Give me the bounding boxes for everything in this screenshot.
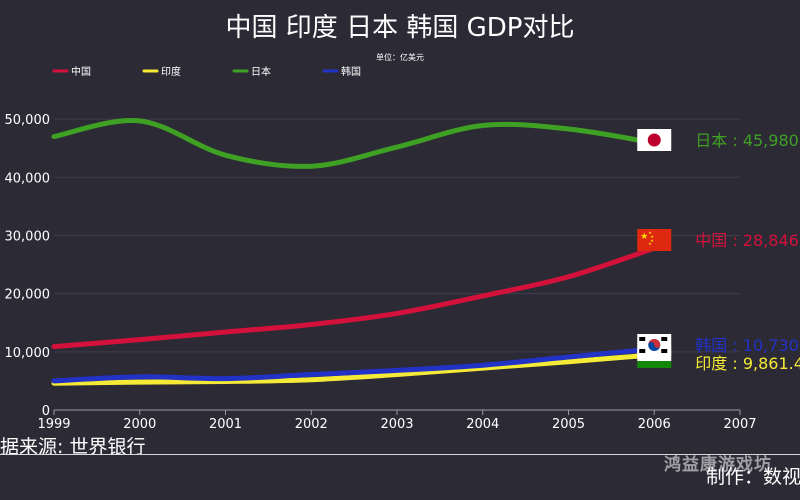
data-source: 据来源: 世界银行	[0, 436, 146, 458]
grid-lines	[54, 118, 740, 411]
x-tick-label: 2006	[638, 417, 671, 432]
series-flags: ★ ★★★★	[637, 129, 672, 368]
maker-credit: 制作：数视	[706, 466, 800, 488]
x-tick-label: 2002	[295, 417, 328, 432]
series-line-韩国	[51, 346, 657, 384]
legend-label: 中国	[71, 65, 91, 78]
series-lines	[51, 117, 657, 386]
y-tick-label: 50,000	[5, 113, 51, 128]
y-axis: 0 10,000 20,000 30,000 40,000 50,000	[5, 113, 51, 419]
kr-flag-icon	[637, 334, 672, 356]
footer-divider	[0, 454, 800, 455]
y-tick-label: 40,000	[5, 171, 51, 186]
series-line-中国	[51, 245, 657, 350]
svg-text:★: ★	[648, 241, 652, 246]
x-tick-label: 2001	[209, 417, 242, 432]
y-tick-label: 10,000	[5, 346, 51, 361]
svg-text:★: ★	[640, 232, 648, 242]
end-label-印度: 印度 : 9,861.4	[695, 354, 800, 373]
legend-label: 日本	[251, 65, 271, 78]
end-label-韩国: 韩国 : 10,730	[695, 336, 799, 355]
x-tick-label: 2007	[723, 417, 756, 432]
svg-text:★: ★	[648, 230, 652, 235]
svg-text:★: ★	[650, 238, 654, 243]
end-label-日本: 日本 : 45,980	[695, 131, 799, 150]
x-tick-label: 2004	[466, 417, 499, 432]
x-tick-label: 2003	[380, 417, 413, 432]
series-line-日本	[51, 117, 657, 169]
y-tick-label: 20,000	[5, 288, 51, 303]
cn-flag-icon: ★ ★★★★	[637, 229, 672, 251]
watermark: 鸿益康游戏坊	[664, 455, 772, 475]
y-tick-label: 0	[42, 404, 50, 419]
legend-label: 韩国	[341, 65, 361, 78]
svg-text:★: ★	[650, 234, 654, 239]
chart-subtitle: 单位：亿美元	[376, 52, 424, 62]
series-line-印度	[51, 352, 657, 386]
x-tick-label: 2000	[123, 417, 156, 432]
legend: 中国 印度 日本 韩国	[52, 65, 361, 78]
legend-label: 印度	[161, 65, 181, 78]
end-label-中国: 中国 : 28,846	[695, 231, 799, 250]
x-tick-label: 1999	[37, 417, 70, 432]
x-axis: 1999 2000 2001 2002 2003 2004 2005 2006 2007	[37, 410, 757, 432]
jp-flag-icon	[637, 129, 672, 151]
chart-title: 中国 印度 日本 韩国 GDP对比	[226, 13, 575, 43]
y-tick-label: 30,000	[5, 229, 51, 244]
x-tick-label: 2005	[552, 417, 585, 432]
series-end-labels: 中国 : 28,846 印度 : 9,861.4 日本 : 45,980 韩国 : 1…	[695, 131, 800, 373]
